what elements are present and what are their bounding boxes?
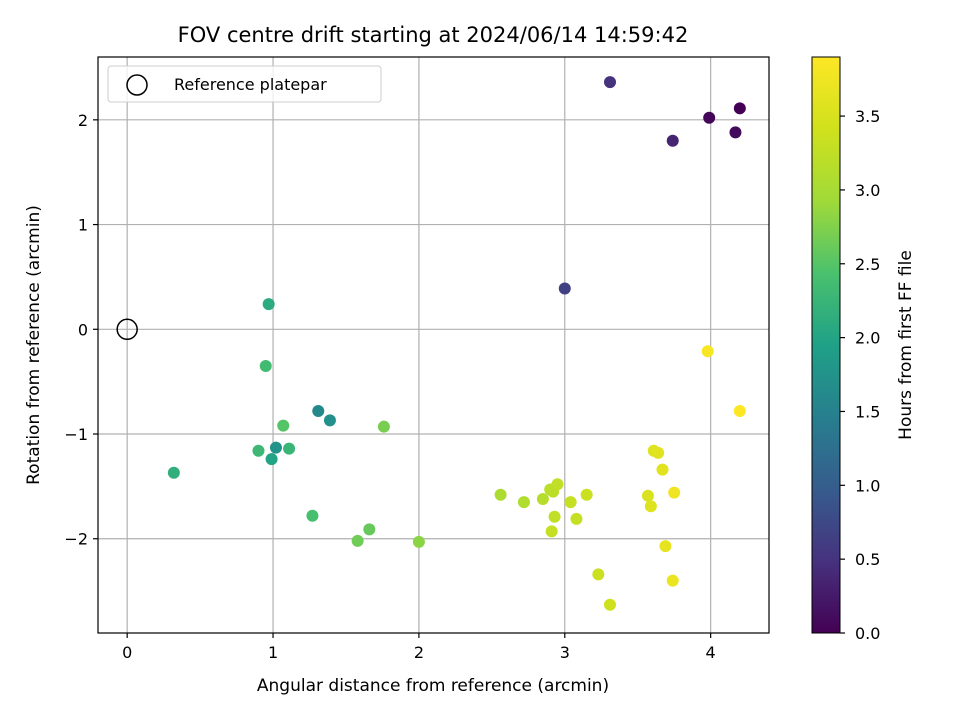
x-axis-title: Angular distance from reference (arcmin) <box>257 676 609 696</box>
y-tick-label: 2 <box>78 111 88 130</box>
scatter-point <box>703 111 716 124</box>
scatter-point <box>668 486 681 499</box>
scatter-point <box>641 489 654 502</box>
reference-platepar-point <box>116 318 138 341</box>
plot-area: 0 1 2 3 4 −2 −1 0 1 2 <box>64 56 770 662</box>
scatter-point <box>412 535 425 548</box>
scatter-point <box>269 441 282 454</box>
scatter-point <box>283 442 296 455</box>
scatter-point <box>363 523 376 536</box>
x-tick-label: 1 <box>268 643 278 662</box>
scatter-point <box>592 568 605 581</box>
x-tick-label: 3 <box>560 643 570 662</box>
scatter-point <box>277 419 290 432</box>
scatter-point <box>666 574 679 587</box>
y-tick-label: −1 <box>64 425 88 444</box>
colorbar-ticks: 0.0 0.5 1.0 1.5 2.0 2.5 3.0 3.5 <box>840 107 880 643</box>
scatter-point <box>733 404 746 417</box>
scatter-point <box>252 444 265 457</box>
scatter-point <box>548 510 561 523</box>
colorbar-tick-label: 3.5 <box>855 107 880 126</box>
plot-background <box>98 57 769 633</box>
colorbar: 0.0 0.5 1.0 1.5 2.0 2.5 3.0 3.5 Hours from firs… <box>811 56 916 643</box>
y-tick-label: 0 <box>78 320 88 339</box>
scatter-point <box>351 534 364 547</box>
scatter-point <box>701 345 714 358</box>
colorbar-tick-label: 2.5 <box>855 255 880 274</box>
x-tick-label: 2 <box>414 643 424 662</box>
colorbar-tick-label: 0.0 <box>855 624 880 643</box>
x-tick-label: 0 <box>122 643 132 662</box>
scatter-point <box>564 496 577 509</box>
legend: Reference platepar <box>107 65 382 103</box>
scatter-point <box>652 446 665 459</box>
scatter-point <box>262 298 275 311</box>
scatter-point <box>570 512 583 525</box>
scatter-point <box>377 420 390 433</box>
y-axis-title: Rotation from reference (arcmin) <box>24 205 44 485</box>
scatter-point <box>656 463 669 476</box>
scatter-point <box>536 492 549 505</box>
colorbar-label: Hours from first FF file <box>896 250 916 440</box>
scatter-point <box>644 500 657 513</box>
scatter-point <box>666 134 679 147</box>
reference-marker <box>116 318 138 341</box>
scatter-point <box>659 540 672 553</box>
x-axis-ticks: 0 1 2 3 4 <box>122 633 716 662</box>
scatter-point <box>265 453 278 466</box>
colorbar-tick-label: 1.0 <box>855 476 880 495</box>
scatter-point <box>604 598 617 611</box>
colorbar-tick-label: 3.0 <box>855 181 880 200</box>
grid-lines <box>98 57 769 633</box>
legend-box <box>107 65 382 103</box>
data-points <box>167 76 746 611</box>
scatter-point <box>259 359 272 372</box>
colorbar-tick-label: 2.0 <box>855 329 880 348</box>
legend-label: Reference platepar <box>174 75 327 94</box>
scatter-point <box>604 76 617 89</box>
y-axis-ticks: −2 −1 0 1 2 <box>64 111 98 549</box>
scatter-point <box>167 466 180 479</box>
colorbar-tick-label: 1.5 <box>855 402 880 421</box>
colorbar-gradient <box>812 57 840 633</box>
colorbar-tick-label: 0.5 <box>855 550 880 569</box>
scatter-point <box>551 478 564 491</box>
scatter-point <box>580 488 593 501</box>
scatter-point <box>312 404 325 417</box>
scatter-point <box>545 525 558 538</box>
legend-reference-marker <box>126 74 148 96</box>
scatter-point <box>517 496 530 509</box>
scatter-point <box>729 126 742 139</box>
plot-frame <box>97 56 770 634</box>
scatter-point <box>494 488 507 501</box>
y-tick-label: −2 <box>64 530 88 549</box>
scatter-point <box>323 414 336 427</box>
x-tick-label: 4 <box>706 643 716 662</box>
scatter-point <box>558 282 571 295</box>
chart-title: FOV centre drift starting at 2024/06/14 … <box>178 23 689 47</box>
colorbar-frame <box>811 56 841 634</box>
y-tick-label: 1 <box>78 216 88 235</box>
scatter-point <box>306 509 319 522</box>
scatter-point <box>733 102 746 115</box>
